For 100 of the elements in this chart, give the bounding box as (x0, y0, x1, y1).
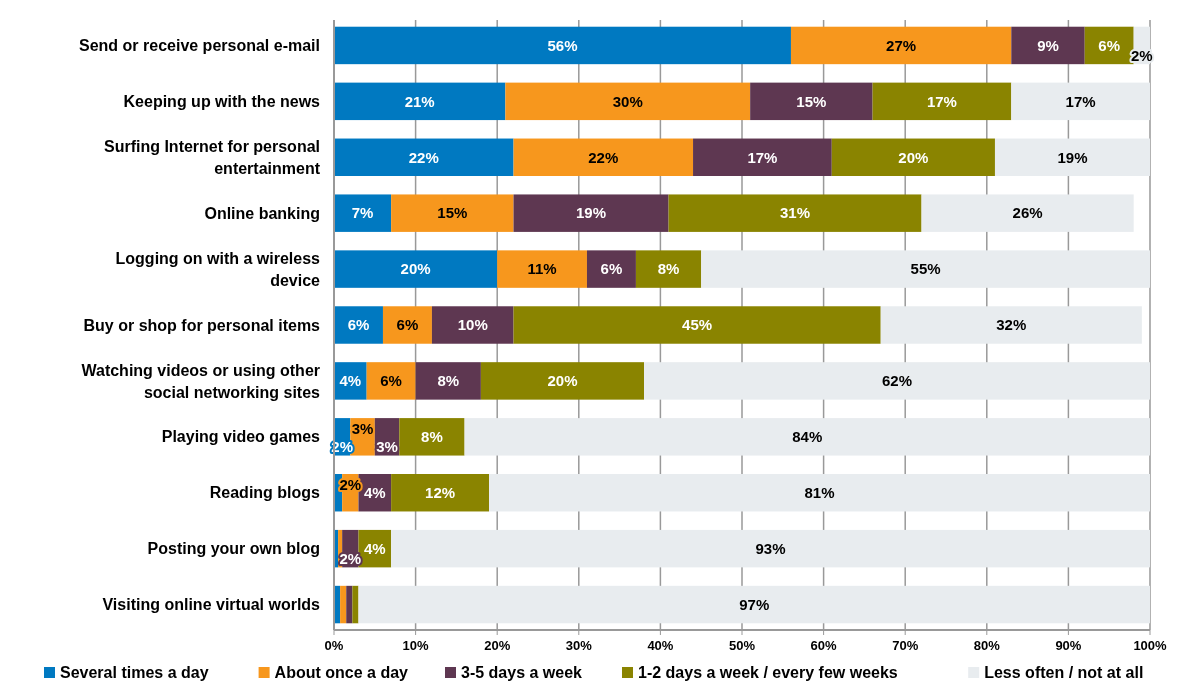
data-label: 20% (898, 148, 929, 166)
data-label: 81% (804, 483, 835, 501)
data-label: 6% (396, 316, 419, 334)
bar (513, 194, 669, 232)
bar (790, 26, 1012, 65)
bar (994, 138, 1150, 176)
data-label: 7% (351, 204, 374, 222)
x-tick-label: 20% (484, 638, 511, 653)
data-label: 3% (351, 420, 374, 438)
bar (701, 250, 1150, 288)
data-label: 17% (747, 148, 778, 166)
data-label: 8% (437, 372, 460, 390)
data-label: 21% (404, 92, 435, 110)
bar (513, 138, 694, 176)
bar (399, 418, 465, 456)
legend-label: About once a day (274, 664, 409, 681)
data-label: 55% (910, 260, 941, 278)
data-label: 30% (612, 92, 643, 110)
data-label: 9% (1037, 36, 1059, 54)
bar (635, 250, 702, 288)
bar (340, 585, 347, 624)
data-label: 31% (780, 204, 811, 222)
x-tick-label: 100% (1133, 638, 1168, 653)
data-label: 6% (347, 316, 370, 334)
x-tick-label: 50% (728, 638, 756, 653)
bar (334, 26, 791, 65)
data-label: 45% (682, 316, 713, 334)
x-tick-label: 60% (810, 638, 838, 653)
data-label: 8% (421, 428, 443, 446)
bar (334, 250, 498, 288)
data-label: 56% (547, 36, 578, 54)
data-label: 20% (547, 372, 578, 390)
bar (358, 585, 1150, 624)
y-tick-label: Keeping up with the news (123, 92, 321, 110)
bar (880, 306, 1142, 344)
data-label: 17% (926, 92, 957, 110)
data-label: 11% (527, 260, 557, 278)
bar (750, 82, 873, 121)
data-label: 4% (339, 372, 362, 390)
bar (513, 306, 881, 344)
data-label: 22% (408, 148, 439, 166)
data-label: 12% (425, 483, 456, 501)
y-tick-label: Visiting online virtual worlds (102, 596, 321, 614)
data-label: 19% (576, 204, 607, 222)
data-label: 20% (400, 260, 431, 278)
bar (489, 474, 1150, 512)
bar (497, 250, 587, 288)
bar (391, 474, 490, 512)
bar (346, 585, 353, 624)
bar (334, 306, 383, 344)
bar (644, 362, 1150, 400)
legend-label: 1-2 days a week / every few weeks (638, 664, 898, 681)
data-label: 10% (457, 316, 488, 334)
data-label: 4% (363, 539, 386, 557)
data-label: 6% (600, 260, 623, 278)
bar (586, 250, 636, 288)
data-label: 6% (1098, 36, 1121, 54)
data-label: 32% (996, 316, 1027, 334)
bar (352, 585, 359, 624)
data-label: 15% (796, 92, 827, 110)
y-tick-label: Watching videos or using other social networking sites (81, 361, 321, 401)
bar (872, 82, 1012, 121)
bar (668, 194, 922, 232)
x-tick-label: 40% (647, 638, 674, 653)
x-tick-label: 30% (565, 638, 593, 653)
bar (334, 194, 392, 232)
bar (921, 194, 1134, 232)
legend-label: Less often / not at all (984, 664, 1144, 681)
y-tick-label: Posting your own blog (147, 540, 320, 558)
x-tick-label: 80% (973, 638, 1001, 653)
y-tick-label: Surfing Internet for personal entertainment (103, 137, 321, 177)
data-label: 6% (380, 372, 402, 390)
data-label: 19% (1057, 148, 1088, 166)
bar (464, 418, 1150, 456)
y-tick-label: Reading blogs (209, 484, 321, 502)
y-tick-label: Buy or shop for personal items (83, 316, 321, 334)
y-tick-label: Online banking (204, 204, 320, 222)
bar (334, 138, 514, 176)
bar (480, 362, 645, 400)
bar (366, 362, 416, 400)
data-label: 17% (1065, 92, 1096, 110)
x-tick-label: 70% (892, 638, 919, 653)
legend-label: Several times a day (60, 664, 209, 681)
legend-label: 3-5 days a week (461, 664, 583, 681)
x-tick-label: 0% (324, 638, 344, 653)
y-tick-label: Playing video games (161, 428, 321, 446)
data-label: 97% (739, 595, 770, 613)
data-label: 93% (755, 539, 786, 557)
data-label: 8% (657, 260, 680, 278)
data-label: 15% (437, 204, 468, 222)
data-label: 84% (792, 428, 823, 446)
data-label: 27% (886, 36, 917, 54)
bar (415, 362, 481, 400)
bar (505, 82, 751, 121)
bar (1011, 26, 1085, 65)
bar (831, 138, 995, 176)
x-tick-label: 90% (1055, 638, 1082, 653)
data-label: 4% (363, 483, 386, 501)
data-label: 3% (376, 438, 398, 456)
y-tick-label: Send or receive personal e-mail (79, 37, 320, 55)
